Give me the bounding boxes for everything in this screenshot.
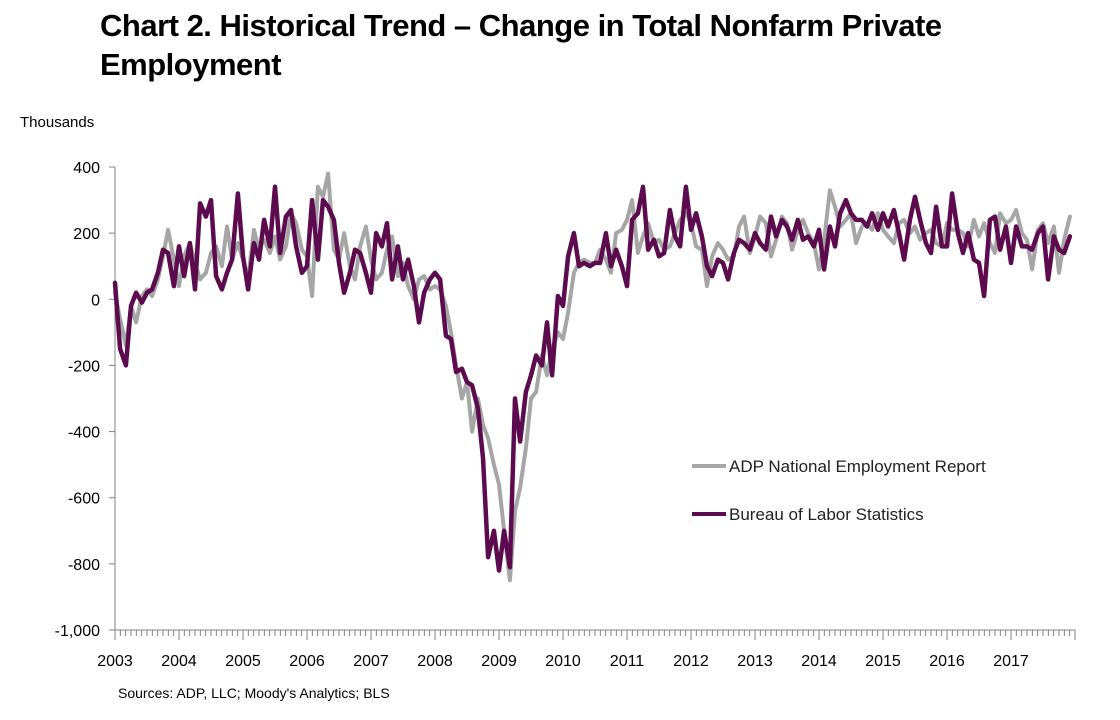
source-note: Sources: ADP, LLC; Moody's Analytics; BL… bbox=[118, 685, 390, 701]
x-tick-label: 2004 bbox=[161, 653, 197, 670]
series-line-adp bbox=[113, 171, 1072, 583]
y-tick-label: 400 bbox=[73, 160, 100, 177]
legend-box bbox=[676, 440, 1046, 496]
chart-title: Chart 2. Historical Trend – Change in To… bbox=[100, 8, 942, 82]
y-tick-label: -200 bbox=[68, 358, 100, 375]
legend-label-bls: Bureau of Labor Statistics bbox=[729, 505, 924, 524]
series-layer bbox=[112, 171, 1073, 583]
x-tick-label: 2012 bbox=[673, 653, 709, 670]
x-tick-label: 2009 bbox=[481, 653, 517, 670]
x-tick-label: 2008 bbox=[417, 653, 453, 670]
y-tick-label: -800 bbox=[68, 557, 100, 574]
x-tick-label: 2003 bbox=[97, 653, 133, 670]
x-tick-label: 2010 bbox=[545, 653, 581, 670]
legend: ADP National Employment Report Bureau of… bbox=[676, 440, 1046, 524]
y-axis: 400 200 0 -200 -400 -600 -800 -1,000 bbox=[55, 160, 116, 640]
x-tick-label: 2007 bbox=[353, 653, 389, 670]
x-tick-label: 2011 bbox=[610, 653, 645, 670]
y-tick-label: 0 bbox=[91, 292, 100, 309]
x-tick-label: 2014 bbox=[801, 653, 837, 670]
x-tick-label: 2015 bbox=[865, 653, 901, 670]
y-tick-label: -600 bbox=[68, 491, 100, 508]
series-line-bls bbox=[112, 184, 1073, 573]
x-tick-label: 2006 bbox=[289, 653, 325, 670]
y-tick-label: 200 bbox=[73, 226, 100, 243]
y-axis-unit-label: Thousands bbox=[20, 114, 95, 131]
x-axis: 2003 2004 2005 2006 2007 2008 2009 2010 2011 2012… bbox=[97, 629, 1076, 670]
legend-label-adp: ADP National Employment Report bbox=[729, 457, 986, 476]
x-tick-label: 2017 bbox=[993, 653, 1029, 670]
x-tick-label: 2013 bbox=[737, 653, 773, 670]
x-tick-label: 2016 bbox=[929, 653, 965, 670]
y-tick-label: -400 bbox=[68, 425, 100, 442]
y-tick-label: -1,000 bbox=[55, 623, 100, 640]
x-tick-label: 2005 bbox=[225, 653, 261, 670]
